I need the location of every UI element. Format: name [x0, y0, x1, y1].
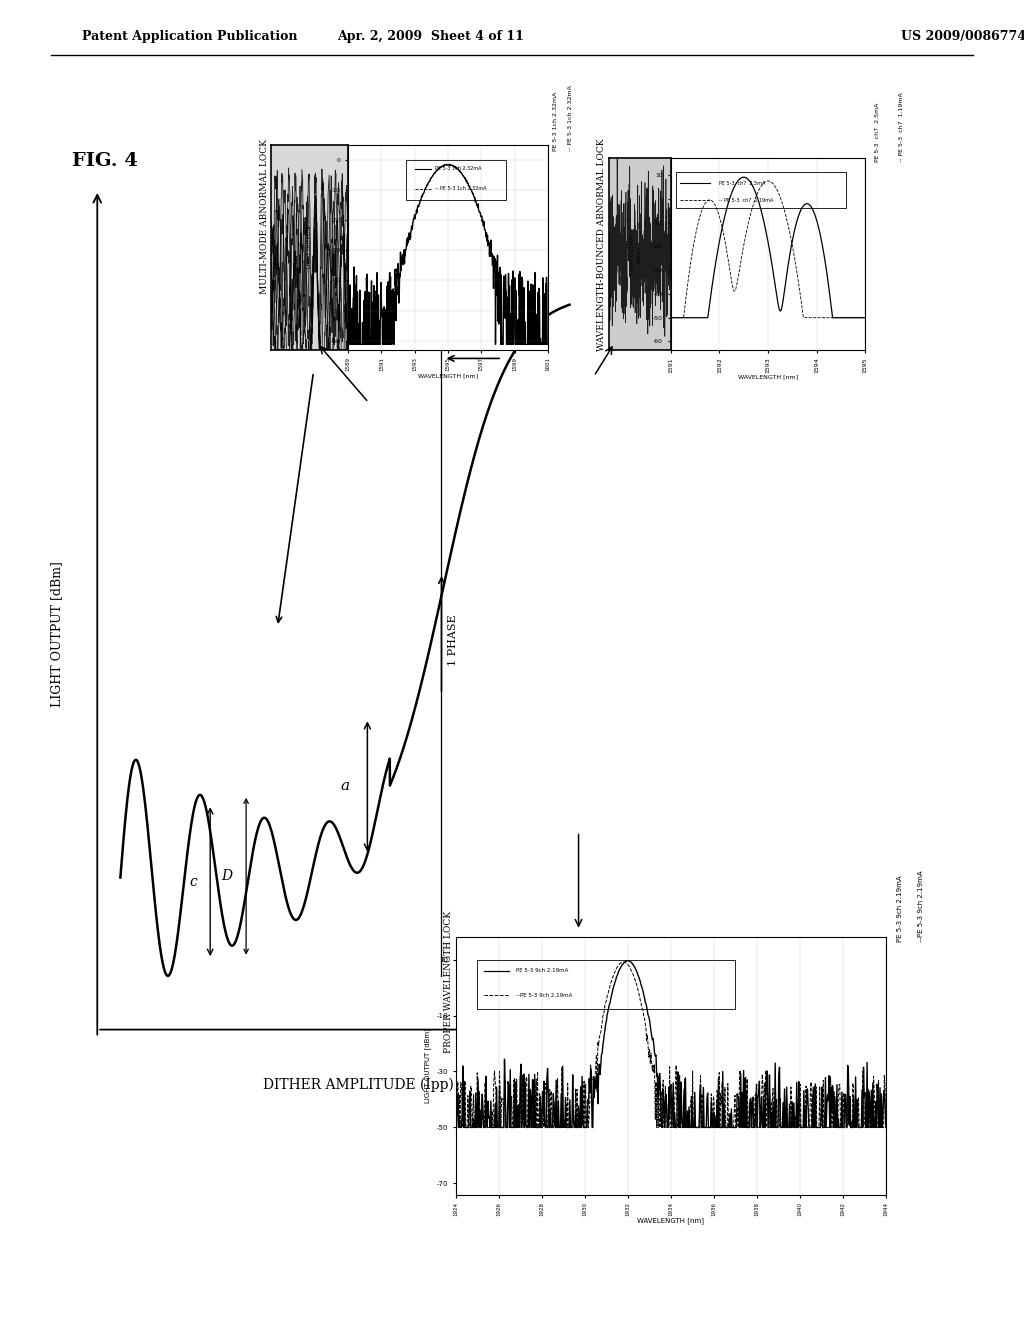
Text: DITHER AMPLITUDE (Ipp): DITHER AMPLITUDE (Ipp) — [263, 1077, 454, 1092]
Text: --PE 5-3 9ch 2.19mA: --PE 5-3 9ch 2.19mA — [516, 993, 572, 998]
X-axis label: WAVELENGTH [nm]: WAVELENGTH [nm] — [418, 372, 478, 378]
Text: -- PE 5-3  ch7  1.19mA: -- PE 5-3 ch7 1.19mA — [720, 198, 774, 202]
Text: Apr. 2, 2009  Sheet 4 of 11: Apr. 2, 2009 Sheet 4 of 11 — [337, 30, 523, 44]
Text: -- PE 5-3  ch7  1.19mA: -- PE 5-3 ch7 1.19mA — [899, 92, 904, 162]
Text: LIGHT OUTPUT
[dBm]: LIGHT OUTPUT [dBm] — [307, 227, 317, 268]
Text: PE 5-3  ch7  2.5mA: PE 5-3 ch7 2.5mA — [876, 103, 880, 162]
Text: PE 5-3 9ch 2.19mA: PE 5-3 9ch 2.19mA — [897, 875, 902, 941]
Text: --PE 5-3 9ch 2.19mA: --PE 5-3 9ch 2.19mA — [919, 870, 924, 941]
Bar — [477, 960, 735, 1008]
Text: c: c — [189, 875, 197, 888]
Text: 1 PHASE: 1 PHASE — [449, 615, 458, 667]
Text: -- PE 5-3 1ch 2.32mA: -- PE 5-3 1ch 2.32mA — [568, 84, 572, 150]
X-axis label: WAVELENGTH [nm]: WAVELENGTH [nm] — [738, 375, 798, 380]
Text: PE 5-3 9ch 2.19mA: PE 5-3 9ch 2.19mA — [516, 969, 568, 973]
Text: PROPER WAVELENGTH LOCK: PROPER WAVELENGTH LOCK — [444, 911, 453, 1053]
Bar — [676, 172, 846, 209]
Bar — [407, 160, 506, 199]
Y-axis label: LIGHT OUTPUT [dBm]: LIGHT OUTPUT [dBm] — [424, 1028, 431, 1104]
Text: LIGHT OUTPUT [dBm]: LIGHT OUTPUT [dBm] — [50, 561, 62, 706]
Text: D: D — [221, 870, 232, 883]
Text: a: a — [340, 779, 349, 793]
Text: US 2009/0086774 A1: US 2009/0086774 A1 — [901, 30, 1024, 44]
Text: PE 5-3 1ch 2.32mA: PE 5-3 1ch 2.32mA — [435, 166, 481, 172]
Text: Patent Application Publication: Patent Application Publication — [82, 30, 297, 44]
Text: FIG. 4: FIG. 4 — [72, 152, 137, 170]
Text: LIGHT OUTPUT
[dBm]: LIGHT OUTPUT [dBm] — [631, 234, 641, 275]
Text: PE 5-3  ch7  2.5mA: PE 5-3 ch7 2.5mA — [720, 181, 766, 186]
Text: WAVELENGTH-BOUNCED ABNORMAL LOCK: WAVELENGTH-BOUNCED ABNORMAL LOCK — [597, 139, 605, 351]
Text: PE 5-3 1ch 2.32mA: PE 5-3 1ch 2.32mA — [553, 91, 558, 150]
Text: MULTI-MODE ABNORMAL LOCK: MULTI-MODE ABNORMAL LOCK — [260, 139, 268, 293]
X-axis label: WAVELENGTH [nm]: WAVELENGTH [nm] — [637, 1217, 705, 1225]
Text: -- PE 5-3 1ch 2.32mA: -- PE 5-3 1ch 2.32mA — [435, 186, 486, 191]
